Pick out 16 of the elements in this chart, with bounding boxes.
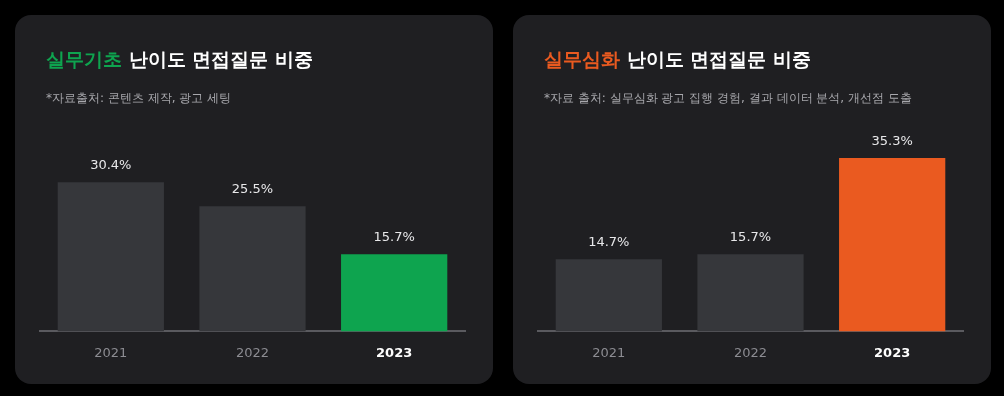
- chart-title: 실무심화 난이도 면접질문 비중: [544, 47, 811, 72]
- text: *자료출처: 콘텐츠 제작, 광고 세팅: [46, 90, 232, 107]
- data-label: 15.7%: [373, 229, 415, 245]
- x-tick-label: 2022: [235, 344, 270, 360]
- chart-title: 실무기초 난이도 면접질문 비중: [46, 47, 313, 72]
- data-label: 15.7%: [729, 229, 772, 245]
- x-tick-label: 2023: [874, 344, 911, 360]
- text: *자료 출처: 실무심화 광고 집행 경험, 결과 데이터 분석, 개선점 도출: [544, 90, 912, 107]
- x-tick-label: 2021: [94, 344, 128, 360]
- data-label: 35.3%: [871, 132, 913, 148]
- data-label: 25.5%: [231, 181, 274, 197]
- data-label: 14.7%: [588, 234, 630, 250]
- x-tick-label: 2021: [592, 344, 626, 360]
- x-tick-label: 2022: [733, 344, 768, 360]
- data-label: 30.4%: [90, 157, 132, 173]
- x-tick-label: 2023: [376, 344, 413, 360]
